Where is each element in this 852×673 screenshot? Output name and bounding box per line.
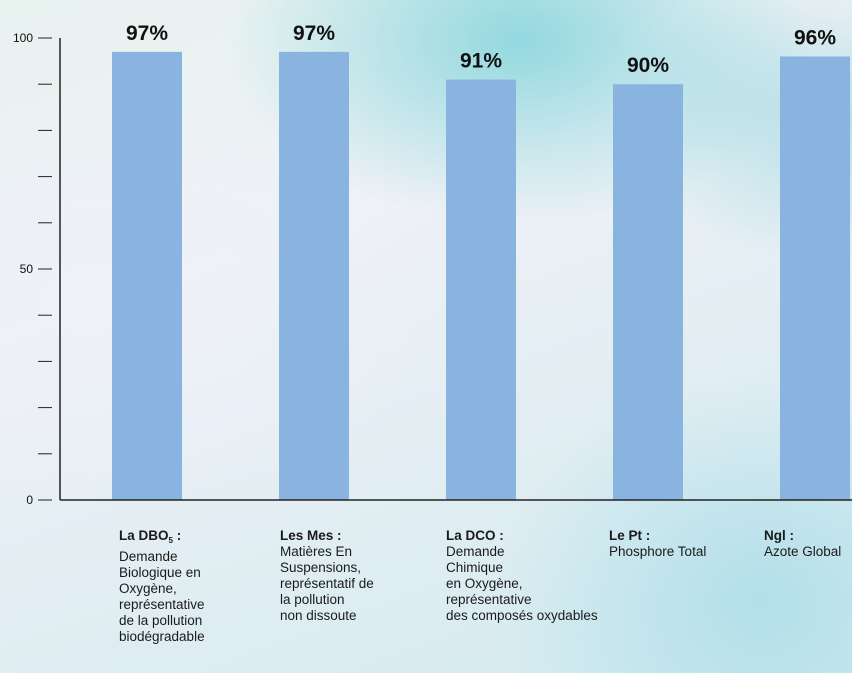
- category-label-mes: Les Mes : Matières En Suspensions, repré…: [280, 528, 374, 624]
- bar-value-label: 91%: [460, 50, 502, 73]
- bar-3: [446, 79, 516, 500]
- category-description-line: Azote Global: [764, 544, 842, 559]
- category-label-pt: Le Pt : Phosphore Total: [609, 528, 706, 560]
- category-title: Ngl :: [764, 528, 794, 543]
- category-description-line: biodégradable: [119, 629, 205, 644]
- category-description-line: Phosphore Total: [609, 544, 707, 559]
- y-tick-label: 0: [26, 493, 33, 507]
- category-description-line: Chimique: [446, 560, 504, 575]
- value-labels-group: 97% 97% 91% 90% 96%: [126, 22, 836, 77]
- category-description-line: en Oxygène,: [446, 576, 523, 591]
- category-title: Le Pt :: [609, 528, 651, 543]
- category-title: La DCO :: [446, 528, 504, 543]
- y-axis: 0 50 100: [13, 31, 61, 507]
- category-description-line: non dissoute: [280, 608, 357, 623]
- category-description-line: Demande: [119, 549, 178, 564]
- category-description-line: Suspensions,: [280, 560, 362, 575]
- category-description-line: la pollution: [280, 592, 345, 607]
- bar-value-label: 97%: [293, 22, 335, 45]
- category-label-dco: La DCO : Demande Chimique en Oxygène, re…: [446, 528, 598, 624]
- category-description-line: représentative: [446, 592, 532, 607]
- bar-value-label: 90%: [627, 54, 669, 77]
- category-description-line: Biologique en: [119, 565, 201, 580]
- category-description-line: des composés oxydables: [446, 608, 598, 623]
- bar-5: [780, 56, 850, 500]
- bars-group: [112, 51, 850, 501]
- category-description-line: de la pollution: [119, 613, 203, 628]
- category-description-line: Matières En: [280, 544, 353, 559]
- category-description-line: Oxygène,: [119, 581, 177, 596]
- bar-value-label: 96%: [794, 26, 836, 49]
- category-description-line: représentatif de: [280, 576, 374, 591]
- bar-1: [112, 51, 182, 501]
- bar-4: [613, 84, 683, 500]
- category-title: Les Mes :: [280, 528, 342, 543]
- y-tick-label: 100: [13, 31, 33, 45]
- bar-value-label: 97%: [126, 22, 168, 45]
- category-description-line: représentative: [119, 597, 205, 612]
- category-label-dbo5: La DBO5 : Demande Biologique en Oxygène,…: [119, 528, 205, 645]
- y-tick-label: 50: [20, 262, 34, 276]
- bar-2: [279, 51, 349, 501]
- category-label-ngl: Ngl : Azote Global: [764, 528, 841, 560]
- category-title: La DBO5 :: [119, 528, 182, 545]
- category-description-line: Demande: [446, 544, 505, 559]
